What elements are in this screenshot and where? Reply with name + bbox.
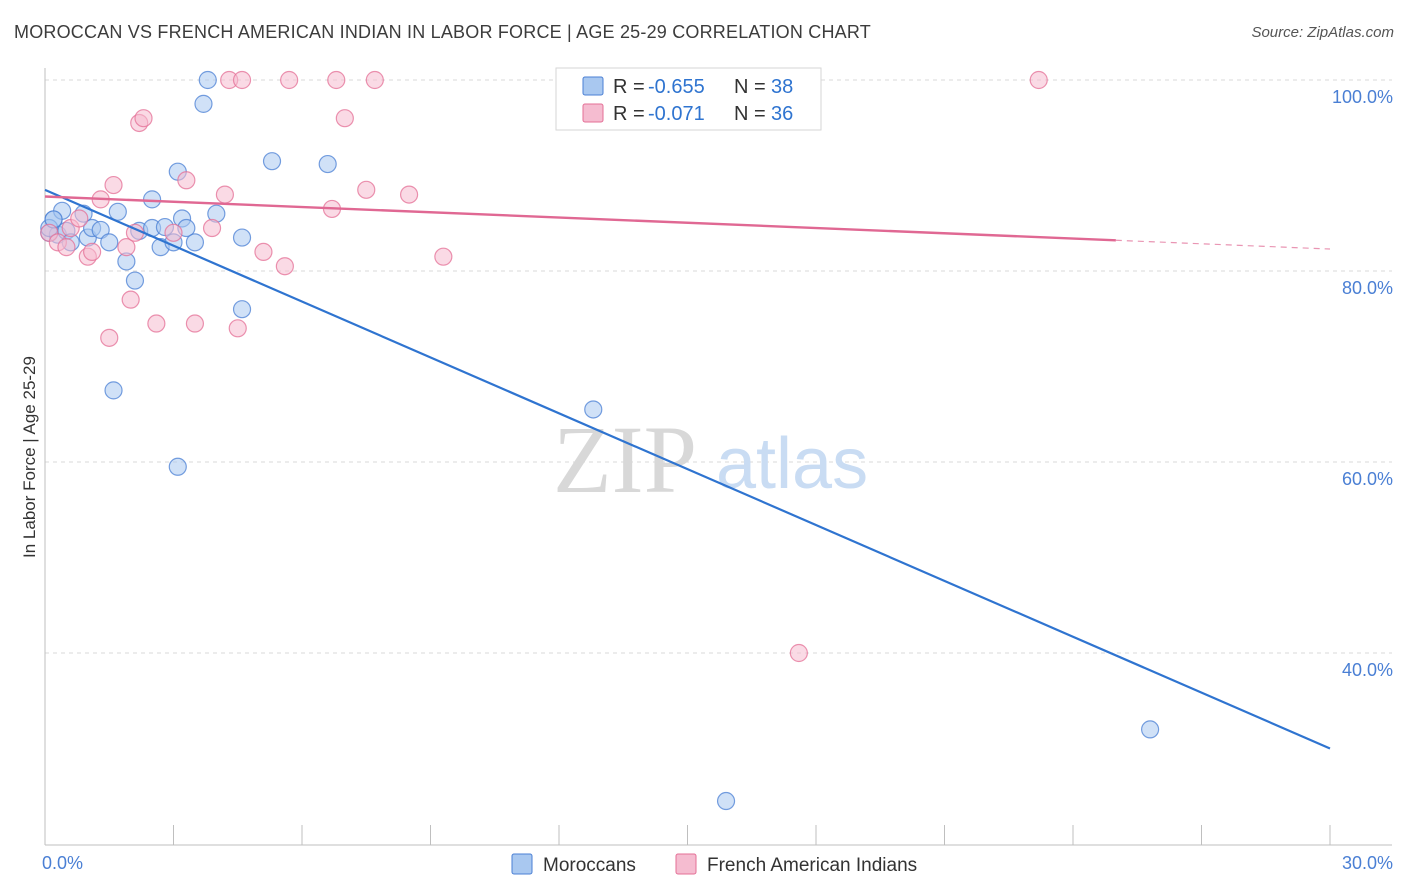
x-tick-label-0: 0.0% xyxy=(42,853,83,873)
legend-n-value-2: 36 xyxy=(771,103,793,125)
point-french-american-indians-10 xyxy=(117,238,136,257)
point-french-american-indians-34 xyxy=(434,247,453,266)
series-legend-label-french-american-indians: French American Indians xyxy=(707,855,917,876)
point-moroccans-24 xyxy=(194,94,213,113)
point-french-american-indians-33 xyxy=(1029,70,1048,90)
legend-swatch-moroccans xyxy=(582,76,604,96)
legend-n-label-2: N = xyxy=(734,103,766,125)
x-tick-labels: 0.0% 30.0% xyxy=(42,853,1393,873)
watermark-zip: ZIP xyxy=(553,406,697,513)
legend-n-value-1: 38 xyxy=(771,76,793,98)
legend-r-value-1: -0.655 xyxy=(648,76,705,98)
point-moroccans-29 xyxy=(318,154,337,174)
point-moroccans-26 xyxy=(232,300,252,319)
trend-line-moroccans xyxy=(44,188,1331,750)
point-moroccans-15 xyxy=(142,190,162,209)
point-moroccans-28 xyxy=(262,152,282,171)
point-moroccans-33 xyxy=(198,70,217,90)
point-french-american-indians-2 xyxy=(57,238,76,257)
point-moroccans-36 xyxy=(716,791,736,811)
watermark: ZIP atlas xyxy=(553,406,868,513)
y-tick-label-0: 100.0% xyxy=(1332,87,1393,107)
point-french-american-indians-24 xyxy=(254,242,273,261)
point-french-american-indians-11 xyxy=(121,290,140,309)
y-tick-label-2: 60.0% xyxy=(1342,469,1393,489)
legend-swatch-french-american-indians xyxy=(582,103,604,123)
series-legend-label-moroccans: Moroccans xyxy=(543,855,636,876)
point-french-american-indians-23 xyxy=(228,319,247,338)
point-french-american-indians-22 xyxy=(232,70,252,90)
point-moroccans-35 xyxy=(1140,720,1160,739)
source-label: Source: ZipAtlas.com xyxy=(1251,24,1394,41)
point-moroccans-8 xyxy=(91,220,110,240)
y-tick-labels: 100.0% 80.0% 60.0% 40.0% xyxy=(1332,87,1393,680)
legend-n-label-1: N = xyxy=(734,76,766,98)
point-moroccans-27 xyxy=(232,228,252,247)
point-french-american-indians-32 xyxy=(399,185,419,204)
watermark-atlas: atlas xyxy=(716,424,868,504)
point-moroccans-12 xyxy=(125,271,145,290)
y-tick-label-3: 40.0% xyxy=(1342,660,1393,680)
point-french-american-indians-15 xyxy=(147,314,166,333)
legend-r-label-1: R = xyxy=(613,76,645,98)
series-legend-swatch-moroccans xyxy=(511,853,533,875)
x-tick-label-1: 30.0% xyxy=(1342,853,1393,873)
point-moroccans-10 xyxy=(104,381,123,400)
data-points xyxy=(40,70,1160,811)
stats-legend: R = -0.655 N = 38 R = -0.071 N = 36 xyxy=(555,67,822,131)
point-french-american-indians-8 xyxy=(100,328,119,347)
point-french-american-indians-31 xyxy=(365,70,384,90)
point-french-american-indians-26 xyxy=(280,70,299,90)
legend-r-label-2: R = xyxy=(613,103,645,125)
point-french-american-indians-14 xyxy=(134,109,153,128)
point-french-american-indians-16 xyxy=(164,223,183,242)
point-french-american-indians-35 xyxy=(789,643,808,663)
point-french-american-indians-25 xyxy=(275,257,294,276)
point-french-american-indians-29 xyxy=(335,109,354,128)
series-legend: Moroccans French American Indians xyxy=(511,853,917,876)
trend-line-extension-french-american-indians xyxy=(1115,239,1331,250)
series-legend-swatch-french-american-indians xyxy=(675,853,697,875)
point-french-american-indians-17 xyxy=(177,171,196,190)
trend-lines xyxy=(44,188,1331,750)
axes xyxy=(44,68,1392,846)
gridlines xyxy=(45,79,1392,654)
point-moroccans-19 xyxy=(168,457,187,476)
legend-r-value-2: -0.071 xyxy=(648,103,705,125)
point-moroccans-23 xyxy=(185,233,205,252)
point-french-american-indians-19 xyxy=(202,218,222,238)
chart-title: MOROCCAN VS FRENCH AMERICAN INDIAN IN LA… xyxy=(14,22,871,42)
point-french-american-indians-9 xyxy=(104,175,123,195)
y-tick-label-1: 80.0% xyxy=(1342,278,1393,298)
point-french-american-indians-20 xyxy=(215,185,234,204)
point-french-american-indians-28 xyxy=(327,70,346,90)
point-french-american-indians-4 xyxy=(70,209,89,228)
trend-line-french-american-indians xyxy=(44,195,1116,242)
point-french-american-indians-30 xyxy=(357,180,376,199)
point-french-american-indians-6 xyxy=(83,242,102,261)
point-french-american-indians-18 xyxy=(185,314,205,333)
point-moroccans-9 xyxy=(100,233,119,252)
point-moroccans-34 xyxy=(584,400,603,419)
